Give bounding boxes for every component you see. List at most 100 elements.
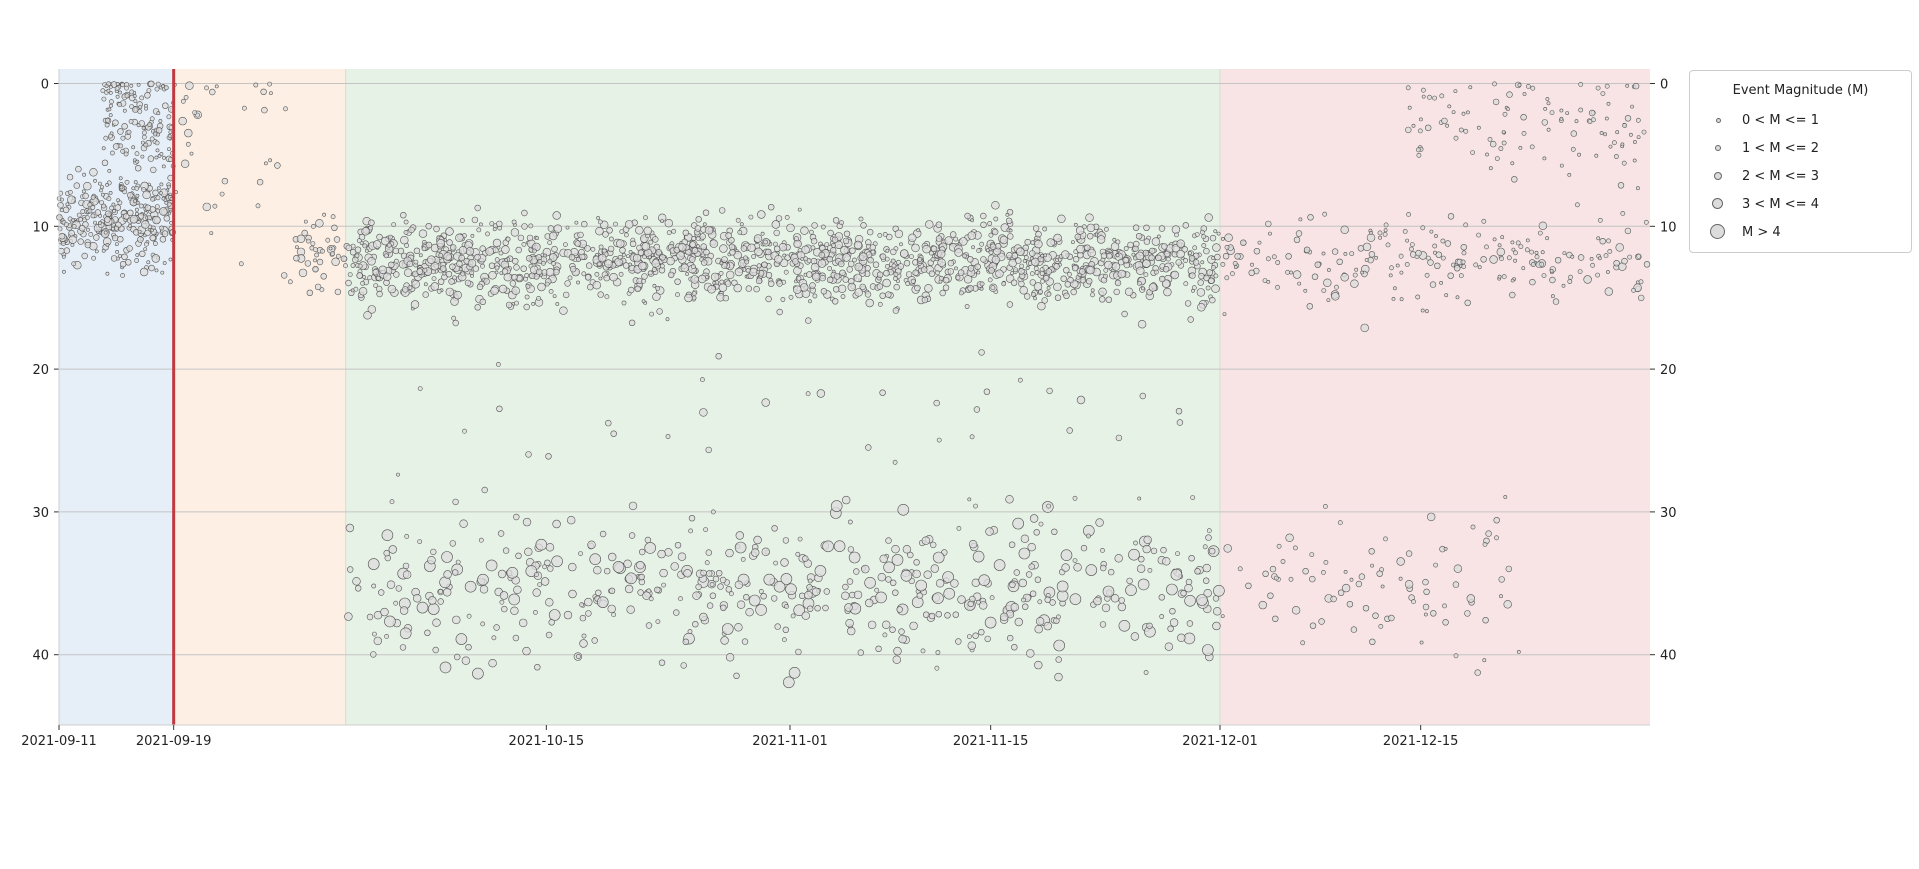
event-point [689, 256, 696, 263]
event-point [1021, 603, 1029, 610]
legend-marker-m3 [1714, 172, 1722, 180]
event-point [1181, 246, 1188, 253]
event-point [1378, 624, 1384, 629]
event-point [596, 596, 609, 609]
event-point [124, 179, 130, 185]
event-point [896, 606, 903, 613]
event-point [1010, 602, 1019, 612]
event-point [495, 361, 501, 367]
event-point [756, 263, 762, 269]
event-point [489, 221, 495, 226]
event-point [613, 221, 618, 227]
event-point [1029, 590, 1037, 597]
event-point [1594, 153, 1599, 158]
event-point [81, 189, 86, 194]
event-point [1084, 244, 1091, 251]
event-point [576, 280, 581, 285]
event-point [1588, 109, 1596, 117]
event-point [1485, 530, 1492, 537]
event-point [531, 301, 536, 306]
event-point [1143, 535, 1152, 544]
event-point [1122, 257, 1129, 264]
event-point [536, 295, 541, 301]
event-point [168, 157, 173, 162]
event-point [1257, 240, 1262, 245]
event-point [1035, 231, 1042, 238]
event-point [485, 231, 490, 237]
event-point [71, 223, 77, 229]
event-point [485, 247, 494, 256]
event-point [793, 285, 802, 294]
x-tick-label-2021-09-11: 2021-09-11 [21, 734, 97, 749]
event-point [705, 446, 712, 454]
event-point [1184, 594, 1196, 607]
y-tick-label-left-20: 20 [32, 363, 49, 378]
event-point [953, 236, 959, 242]
event-point [115, 249, 120, 254]
event-point [354, 246, 362, 253]
event-point [163, 215, 171, 222]
event-point [743, 255, 748, 261]
event-point [685, 272, 690, 276]
event-point [1211, 284, 1220, 293]
event-point [513, 513, 520, 521]
event-point [1637, 294, 1645, 302]
event-point [1494, 156, 1500, 161]
event-point [765, 295, 772, 303]
event-point [1489, 140, 1497, 148]
event-point [209, 231, 214, 236]
event-point [159, 207, 168, 216]
event-point [111, 234, 119, 242]
event-point [1444, 240, 1452, 247]
event-point [1203, 274, 1210, 282]
event-point [587, 540, 596, 549]
event-point [1366, 233, 1376, 242]
event-point [454, 653, 461, 661]
event-point [745, 607, 754, 617]
event-point [82, 192, 89, 200]
event-point [867, 620, 877, 630]
event-point [1196, 594, 1208, 606]
event-point [1396, 557, 1405, 566]
event-point [140, 140, 145, 145]
y-tick-label-left-10: 10 [32, 220, 49, 235]
event-point [513, 585, 522, 594]
event-point [1429, 281, 1437, 288]
event-point [704, 226, 714, 235]
event-point [604, 294, 610, 300]
event-point [740, 245, 748, 252]
event-point [1175, 408, 1183, 415]
event-point [483, 278, 490, 285]
event-point [1549, 268, 1554, 273]
event-point [922, 611, 930, 618]
event-point [1186, 620, 1194, 627]
event-point [465, 247, 475, 256]
event-point [1630, 104, 1635, 109]
event-point [924, 284, 933, 293]
event-point [101, 203, 106, 209]
legend-label-m3: 2 < M <= 3 [1742, 169, 1819, 184]
event-point [1033, 529, 1040, 536]
event-point [1046, 503, 1051, 509]
event-point [652, 236, 659, 243]
event-point [1543, 107, 1548, 111]
event-point [1352, 272, 1358, 278]
event-point [1139, 392, 1147, 400]
event-point [1240, 239, 1247, 246]
event-point [80, 209, 86, 214]
event-point [68, 229, 75, 237]
legend-marker-m2 [1715, 145, 1721, 151]
event-point [665, 317, 670, 322]
event-point [892, 589, 899, 596]
event-point [1223, 544, 1232, 553]
event-point [1470, 524, 1476, 530]
event-point [1214, 253, 1221, 261]
event-point [1461, 264, 1467, 269]
event-point [518, 618, 528, 628]
event-point [902, 545, 912, 554]
event-point [100, 185, 105, 190]
event-point [362, 275, 366, 279]
event-point [152, 241, 158, 246]
event-point [680, 662, 687, 669]
